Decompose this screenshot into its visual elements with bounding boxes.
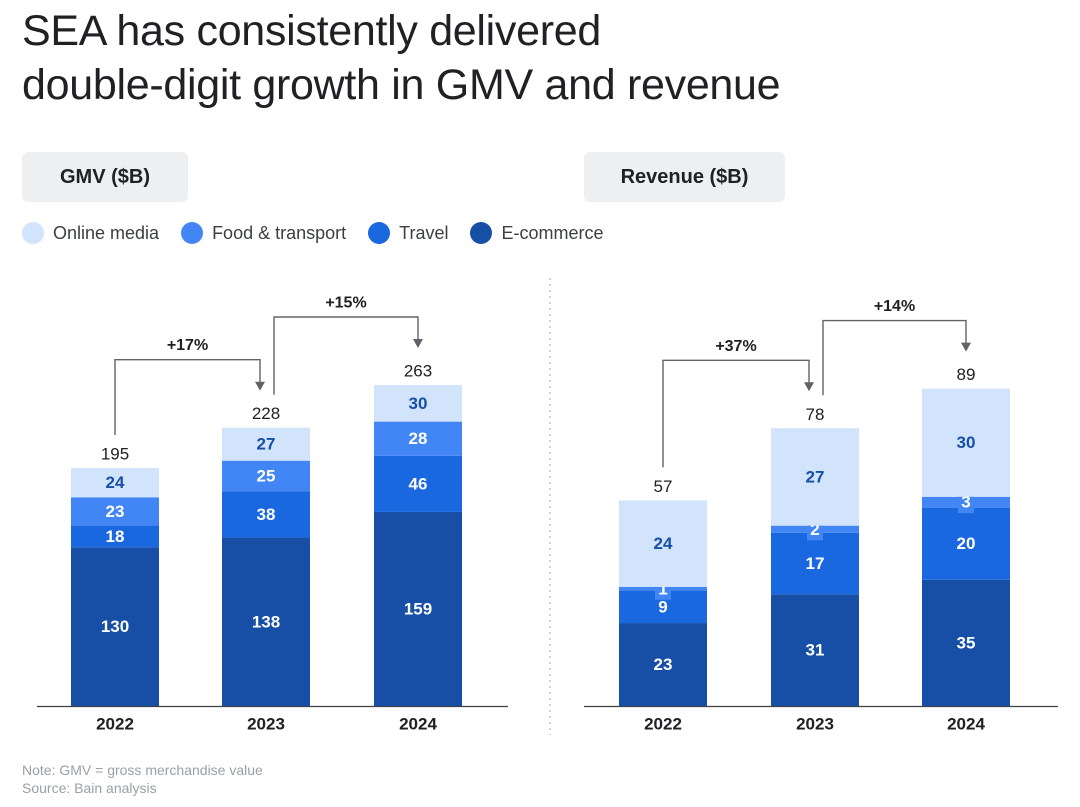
revenue-bar-label-travel-2024: 20 bbox=[957, 534, 976, 553]
revenue-total-2023: 78 bbox=[806, 405, 825, 424]
revenue-bar-label-e-commerce-2024: 35 bbox=[957, 633, 976, 652]
footnote-gmv: Note: GMV = gross merchandise value bbox=[22, 762, 263, 778]
gmv-bar-food-transport-2024 bbox=[374, 421, 462, 456]
gmv-growth-arrow-1 bbox=[273, 316, 419, 395]
legend-swatch-online-media bbox=[22, 222, 44, 244]
revenue-total-2022: 57 bbox=[654, 477, 673, 496]
revenue-bar-label-e-commerce-2023: 31 bbox=[806, 641, 825, 660]
gmv-bar-label-online-media-2022: 24 bbox=[106, 473, 125, 492]
legend-label-travel: Travel bbox=[399, 222, 449, 243]
revenue-xtick-2022: 2022 bbox=[644, 715, 682, 734]
revenue-bar-e-commerce-2024 bbox=[922, 579, 1010, 706]
revenue-bar-travel-2023 bbox=[771, 532, 859, 595]
legend-label-ecommerce: E-commerce bbox=[501, 222, 604, 243]
gmv-bar-label-e-commerce-2024: 159 bbox=[404, 599, 432, 618]
revenue-bar-online-media-2022 bbox=[619, 500, 707, 587]
revenue-growth-label-1: +14% bbox=[874, 298, 915, 315]
gmv-bar-travel-2024 bbox=[374, 455, 462, 512]
legend-label-food-transport: Food & transport bbox=[212, 222, 347, 243]
gmv-bar-label-food-transport-2022: 23 bbox=[106, 502, 125, 521]
gmv-growth-arrowhead-1 bbox=[413, 339, 423, 348]
page-title: SEA has consistently delivered double-di… bbox=[22, 4, 1022, 112]
footnote-source: Source: Bain analysis bbox=[22, 780, 157, 796]
legend-item-ecommerce: E-commerce bbox=[470, 222, 604, 244]
revenue-bar-travel-2024 bbox=[922, 507, 1010, 580]
revenue-growth-arrowhead-0 bbox=[804, 382, 814, 392]
legend-item-online-media: Online media bbox=[22, 222, 159, 244]
gmv-bar-food-transport-2023 bbox=[222, 460, 310, 492]
revenue-bar-e-commerce-2023 bbox=[771, 594, 859, 706]
gmv-bar-online-media-2024 bbox=[374, 385, 462, 422]
gmv-xtick-2022: 2022 bbox=[96, 715, 134, 734]
gmv-bar-e-commerce-2022 bbox=[71, 547, 159, 706]
gmv-bar-label-travel-2022: 18 bbox=[106, 527, 125, 546]
revenue-xtick-2024: 2024 bbox=[947, 715, 985, 734]
revenue-bar-label-online-media-2024: 30 bbox=[957, 433, 976, 452]
gmv-growth-arrow-0 bbox=[114, 359, 261, 435]
revenue-growth-arrow-0 bbox=[662, 359, 810, 468]
gmv-xtick-2024: 2024 bbox=[399, 715, 437, 734]
legend-label-online-media: Online media bbox=[53, 222, 160, 243]
title-line-1: SEA has consistently delivered bbox=[22, 7, 601, 55]
gmv-bar-e-commerce-2023 bbox=[222, 537, 310, 706]
gmv-xtick-2023: 2023 bbox=[247, 715, 285, 734]
gmv-bar-travel-2022 bbox=[71, 525, 159, 548]
chart-legend: Online media Food & transport Travel E-c… bbox=[22, 222, 626, 244]
gmv-growth-arrowhead-0 bbox=[255, 381, 265, 391]
gmv-bar-label-e-commerce-2023: 138 bbox=[252, 612, 280, 631]
legend-item-travel: Travel bbox=[368, 222, 448, 244]
legend-swatch-food-transport bbox=[181, 222, 204, 244]
revenue-bar-label-online-media-2022: 24 bbox=[654, 534, 673, 553]
title-line-2: double-digit growth in GMV and revenue bbox=[22, 61, 781, 109]
gmv-bar-label-travel-2024: 46 bbox=[409, 474, 428, 493]
gmv-total-2022: 195 bbox=[101, 444, 129, 463]
footnote: Note: GMV = gross merchandise value Sour… bbox=[22, 761, 263, 797]
gmv-bar-label-travel-2023: 38 bbox=[257, 505, 276, 524]
gmv-bar-label-e-commerce-2022: 130 bbox=[101, 617, 129, 636]
revenue-panel-label: Revenue ($B) bbox=[584, 152, 785, 202]
gmv-total-2024: 263 bbox=[404, 362, 432, 381]
gmv-bar-online-media-2022 bbox=[71, 467, 159, 498]
gmv-bar-label-online-media-2024: 30 bbox=[409, 394, 428, 413]
legend-swatch-ecommerce bbox=[470, 222, 493, 244]
gmv-panel-label: GMV ($B) bbox=[22, 152, 188, 202]
revenue-xtick-2023: 2023 bbox=[796, 715, 834, 734]
gmv-bar-label-online-media-2023: 27 bbox=[257, 435, 276, 454]
gmv-bar-online-media-2023 bbox=[222, 427, 310, 461]
revenue-bar-label-food-transport-2022: 1 bbox=[658, 579, 667, 598]
legend-swatch-travel bbox=[368, 222, 391, 244]
gmv-total-2023: 228 bbox=[252, 404, 280, 423]
revenue-bar-e-commerce-2022 bbox=[619, 623, 707, 706]
gmv-bar-label-food-transport-2023: 25 bbox=[257, 466, 276, 485]
revenue-bar-label-travel-2023: 17 bbox=[806, 554, 825, 573]
revenue-growth-arrowhead-1 bbox=[961, 342, 971, 352]
revenue-bar-online-media-2023 bbox=[771, 428, 859, 526]
revenue-bar-label-e-commerce-2022: 23 bbox=[654, 655, 673, 674]
revenue-bar-online-media-2024 bbox=[922, 388, 1010, 497]
legend-item-food-transport: Food & transport bbox=[181, 222, 346, 244]
gmv-growth-label-1: +15% bbox=[325, 295, 366, 312]
revenue-total-2024: 89 bbox=[957, 365, 976, 384]
revenue-growth-arrow-1 bbox=[822, 319, 967, 396]
revenue-bar-label-food-transport-2023: 2 bbox=[810, 520, 819, 539]
gmv-bar-e-commerce-2024 bbox=[374, 511, 462, 706]
revenue-bar-label-food-transport-2024: 3 bbox=[961, 493, 970, 512]
gmv-bar-food-transport-2022 bbox=[71, 497, 159, 526]
gmv-bar-travel-2023 bbox=[222, 491, 310, 538]
gmv-growth-label-0: +17% bbox=[167, 337, 208, 354]
revenue-bar-label-travel-2022: 9 bbox=[658, 597, 667, 616]
revenue-growth-label-0: +37% bbox=[715, 338, 756, 355]
revenue-bar-label-online-media-2023: 27 bbox=[806, 467, 825, 486]
gmv-bar-label-food-transport-2024: 28 bbox=[409, 429, 428, 448]
